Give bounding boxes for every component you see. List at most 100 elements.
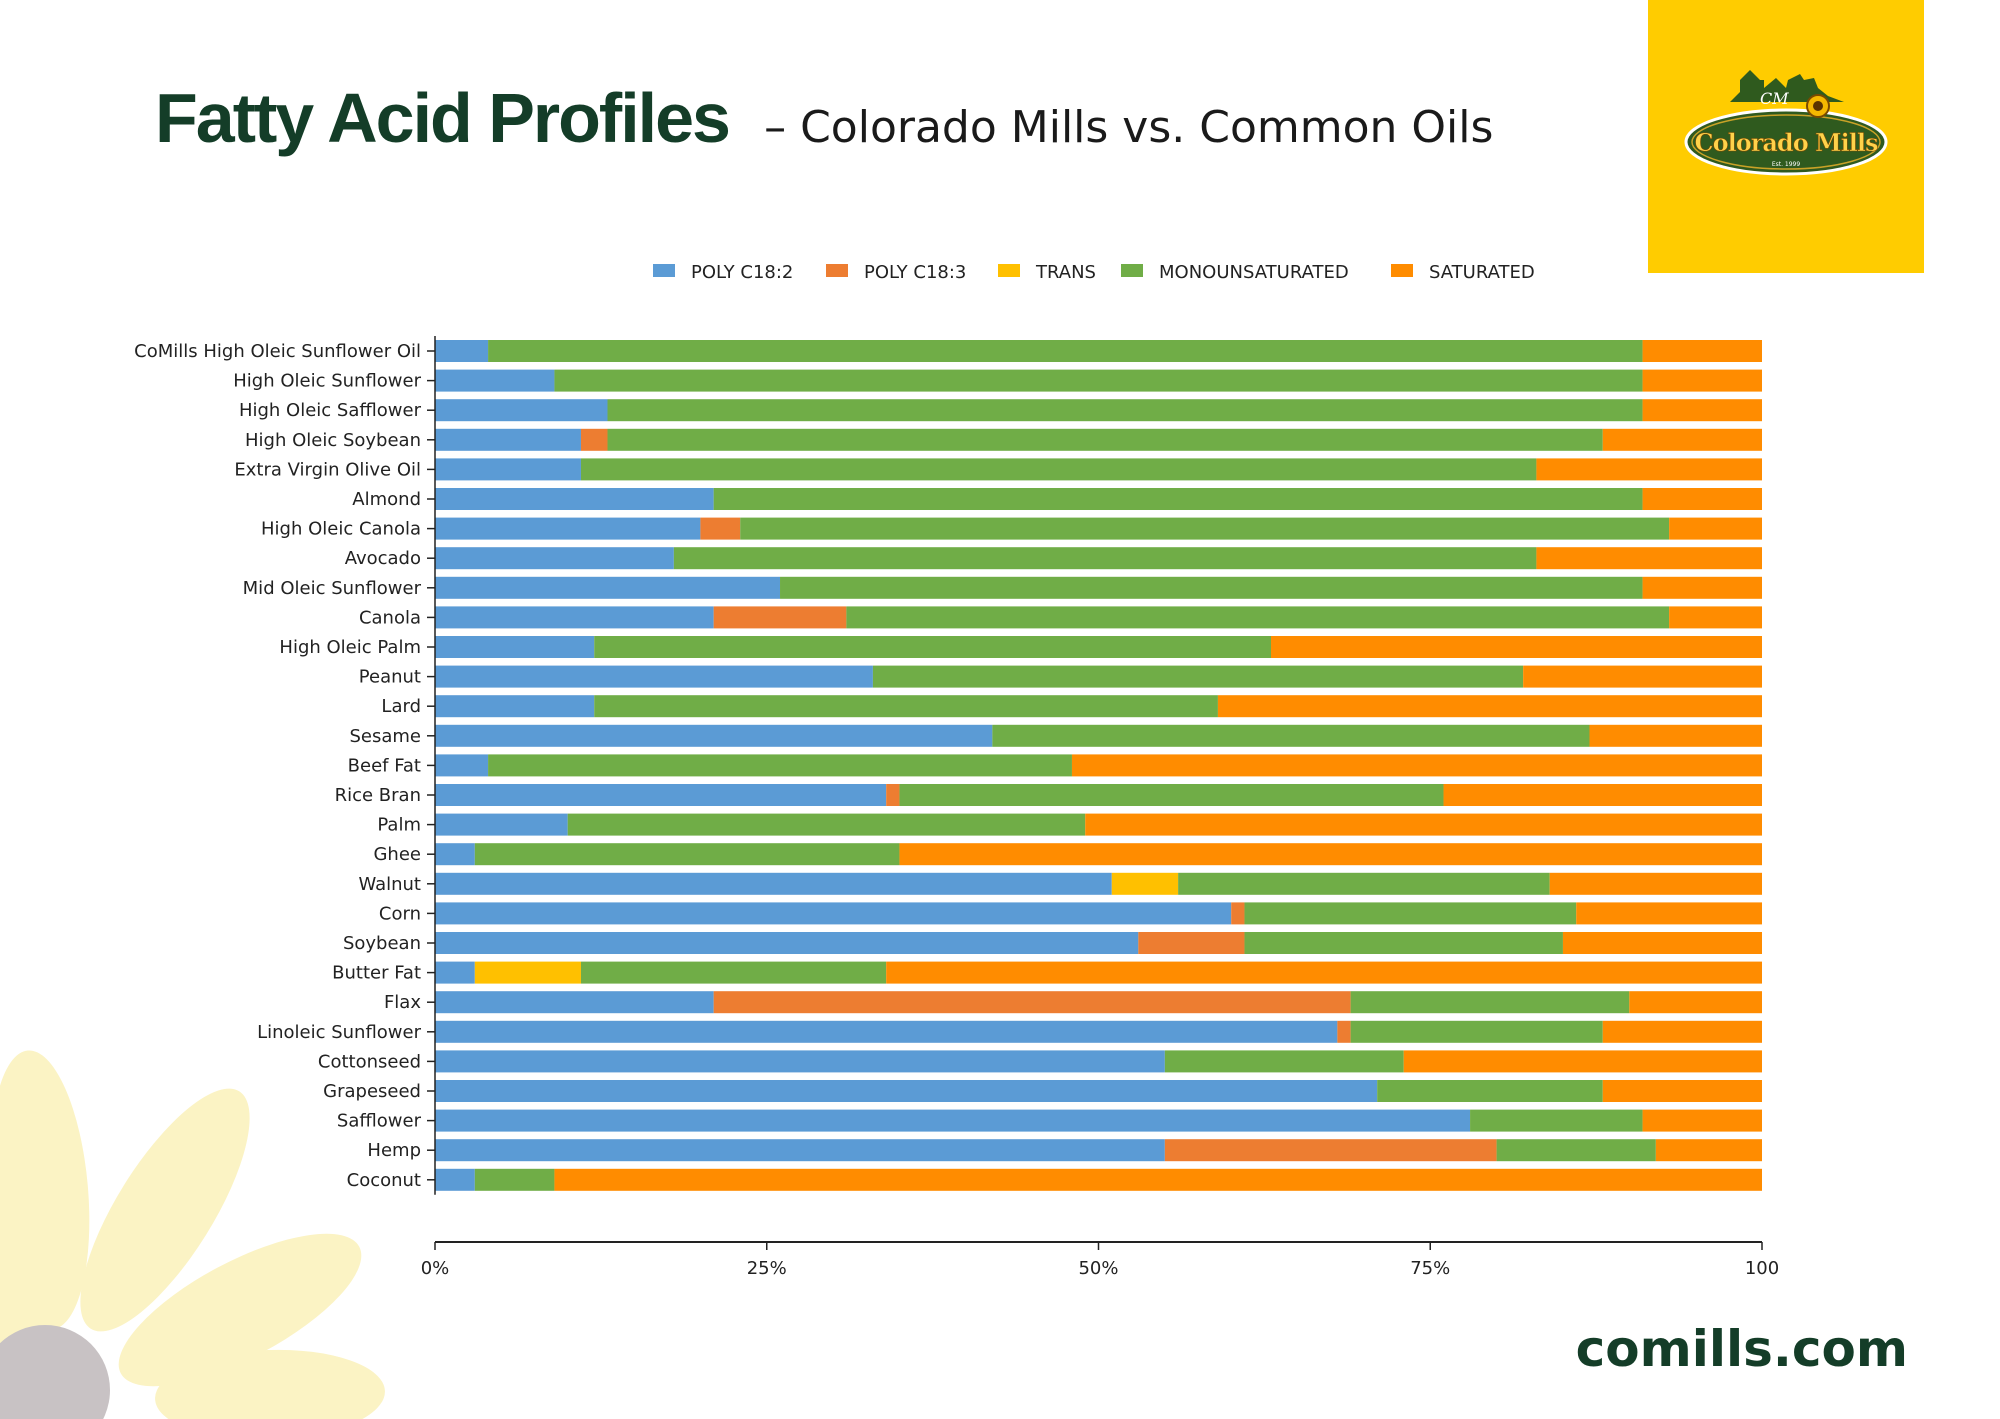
- title-subtitle: – Colorado Mills vs. Common Oils: [764, 102, 1494, 153]
- y-tick-label: Extra Virgin Olive Oil: [234, 459, 421, 480]
- y-tick-label: Palm: [377, 815, 421, 836]
- y-tick-label: Hemp: [367, 1140, 421, 1161]
- bar-segment: [886, 784, 900, 806]
- flower-center: [0, 1325, 110, 1419]
- bar-segment: [1231, 902, 1245, 925]
- y-tick-label: Beef Fat: [348, 755, 421, 776]
- bar-segment: [1071, 754, 1762, 777]
- legend-label: POLY C18:3: [864, 262, 966, 283]
- bar-segment: [554, 1168, 1763, 1191]
- bar-segment: [1549, 872, 1762, 895]
- x-tick-label: 50%: [1078, 1258, 1118, 1279]
- bar-segment: [488, 754, 1072, 777]
- logo-brand: Colorado Mills: [1694, 128, 1877, 157]
- y-tick-label: Peanut: [359, 667, 421, 688]
- y-tick-label: High Oleic Sunflower: [233, 371, 421, 392]
- x-tick-label: 75%: [1410, 1258, 1450, 1279]
- bar-segment: [1244, 902, 1577, 925]
- bar-segment: [1562, 932, 1762, 954]
- bar-segment: [607, 428, 1603, 451]
- bar-segment: [554, 369, 1643, 392]
- y-tick-label: Corn: [379, 903, 421, 924]
- bar-segment: [435, 369, 555, 392]
- bar-segment: [1523, 665, 1762, 688]
- bar-segment: [1536, 547, 1762, 570]
- bar-segment: [435, 576, 781, 599]
- y-tick-label: Safflower: [337, 1111, 422, 1132]
- bar-segment: [700, 517, 741, 540]
- bar-segment: [435, 665, 873, 688]
- bar-segment: [1642, 1109, 1762, 1132]
- bar-segment: [435, 1109, 1471, 1132]
- bar-segment: [435, 399, 608, 422]
- legend-label: SATURATED: [1429, 262, 1535, 283]
- logo-panel: CM Colorado Mills Est. 1999: [1648, 0, 1924, 273]
- y-tick-label: Avocado: [345, 548, 421, 569]
- y-tick-label: Butter Fat: [332, 963, 421, 984]
- logo-oval-inner: [1691, 114, 1881, 170]
- bar-segment: [435, 636, 595, 658]
- legend-label: POLY C18:2: [691, 262, 793, 283]
- bar-segment: [740, 517, 1670, 540]
- y-tick-label: Canola: [359, 607, 421, 628]
- bar-segment: [1576, 902, 1762, 925]
- flower-petal: [0, 1050, 90, 1330]
- y-tick-label: Cottonseed: [318, 1051, 421, 1072]
- bar-segment: [1655, 1139, 1762, 1162]
- bar-segment: [435, 428, 581, 451]
- flower-petal: [80, 1088, 250, 1332]
- bar-segment: [435, 754, 489, 777]
- bar-segment: [1217, 695, 1762, 718]
- x-tick-label: 25%: [747, 1258, 787, 1279]
- sunflower-center-icon: [1813, 101, 1823, 111]
- bar-segment: [1629, 991, 1762, 1014]
- bar-segment: [435, 932, 1139, 954]
- bar-segment: [435, 458, 581, 481]
- bar-segment: [435, 517, 701, 540]
- y-tick-label: Grapeseed: [323, 1081, 421, 1102]
- bar-segment: [1403, 1050, 1762, 1073]
- x-tick-label: 0%: [421, 1258, 450, 1279]
- y-tick-label: High Oleic Safflower: [239, 400, 422, 421]
- bar-segment: [886, 961, 1762, 984]
- bar-segment: [435, 724, 993, 747]
- bar-segment: [1337, 1020, 1351, 1043]
- bar-segment: [567, 813, 1086, 836]
- bar-segment: [435, 1050, 1165, 1073]
- y-tick-label: Coconut: [347, 1170, 421, 1191]
- bar-segment: [435, 488, 714, 510]
- flower-petal: [155, 1349, 385, 1419]
- bar-segment: [1350, 1020, 1603, 1043]
- legend-swatch: [826, 264, 848, 277]
- bar-segment: [435, 843, 475, 866]
- bar-segment: [673, 547, 1537, 570]
- logo-monogram: CM: [1760, 89, 1789, 108]
- bar-segment: [1642, 340, 1762, 362]
- bar-segment: [1443, 784, 1762, 806]
- flower-petal: [0, 1169, 47, 1371]
- bar-segment: [580, 428, 608, 451]
- bar-segment: [435, 547, 674, 570]
- bar-segment: [780, 576, 1643, 599]
- y-tick-label: Linoleic Sunflower: [257, 1022, 422, 1043]
- legend-label: TRANS: [1035, 262, 1096, 283]
- bar-segment: [580, 961, 887, 984]
- bar-segment: [1470, 1109, 1643, 1132]
- bar-segment: [474, 1168, 555, 1191]
- bar-segment: [435, 961, 475, 984]
- bar-segment: [1536, 458, 1762, 481]
- bar-segment: [872, 665, 1524, 688]
- title-main: Fatty Acid Profiles: [155, 79, 731, 157]
- y-tick-label: High Oleic Canola: [261, 519, 421, 540]
- bar-segment: [435, 784, 887, 806]
- colorado-mills-logo: CM Colorado Mills Est. 1999: [1684, 70, 1888, 176]
- bar-segment: [1669, 606, 1762, 629]
- bar-segment: [1350, 991, 1630, 1014]
- y-tick-label: Soybean: [343, 933, 421, 954]
- bar-segment: [713, 488, 1643, 510]
- y-tick-label: Lard: [381, 696, 421, 717]
- y-tick-label: Almond: [352, 489, 421, 510]
- bar-segment: [1085, 813, 1762, 836]
- bar-segment: [435, 991, 714, 1014]
- bar-segment: [580, 458, 1537, 481]
